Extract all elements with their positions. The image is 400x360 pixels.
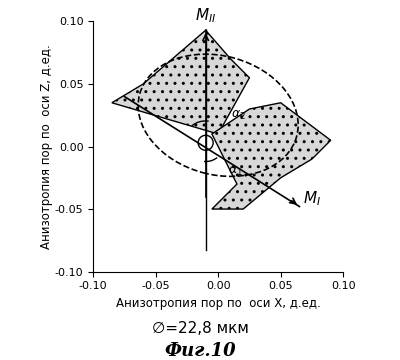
- Text: $\alpha_2$: $\alpha_2$: [231, 109, 246, 122]
- Text: $M_I$: $M_I$: [303, 190, 321, 208]
- X-axis label: Анизотропия пор по  оси X, д.ед.: Анизотропия пор по оси X, д.ед.: [116, 297, 320, 310]
- Polygon shape: [212, 103, 331, 209]
- Text: Фиг.10: Фиг.10: [164, 342, 236, 360]
- Text: $\alpha_1$: $\alpha_1$: [228, 165, 243, 178]
- Text: ∅=22,8 мкм: ∅=22,8 мкм: [152, 321, 248, 336]
- Y-axis label: Анизотропия пор по  оси Z, д.ед.: Анизотропия пор по оси Z, д.ед.: [40, 44, 53, 249]
- Polygon shape: [112, 30, 250, 134]
- Text: $M_{II}$: $M_{II}$: [195, 6, 216, 25]
